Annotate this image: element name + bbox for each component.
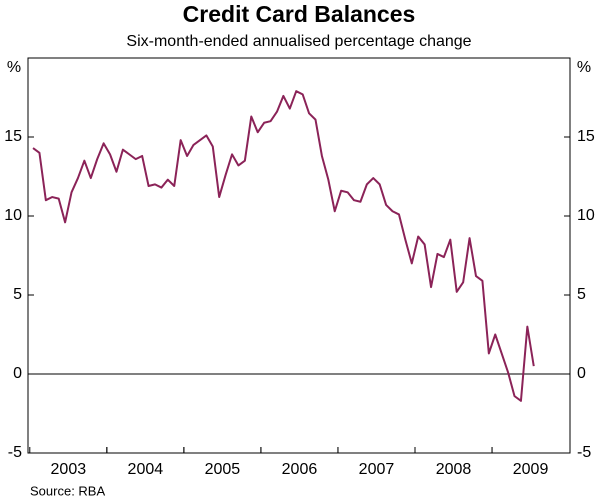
- source: Source: RBA: [30, 483, 105, 498]
- y2-tick-label: -5: [577, 444, 591, 461]
- x-tick-label: 2003: [51, 461, 87, 478]
- y-axis-label: %: [7, 59, 21, 76]
- chart-title: Credit Card Balances: [183, 1, 416, 27]
- y2-axis-label: %: [577, 59, 591, 76]
- y-tick-label: 10: [4, 207, 22, 224]
- y2-tick-label: 5: [577, 286, 586, 303]
- x-tick-label: 2009: [513, 461, 549, 478]
- x-tick-label: 2004: [128, 461, 164, 478]
- y-tick-label: 5: [13, 286, 22, 303]
- chart-subtitle: Six-month-ended annualised percentage ch…: [126, 33, 471, 50]
- y-tick-label: -5: [8, 444, 22, 461]
- plot-frame: [27, 57, 571, 454]
- x-tick-label: 2005: [205, 461, 241, 478]
- y2-tick-label: 0: [577, 365, 586, 382]
- x-tick-label: 2008: [436, 461, 472, 478]
- y-tick-label: 0: [13, 365, 22, 382]
- x-tick-label: 2007: [359, 461, 395, 478]
- y2-tick-label: 10: [577, 207, 595, 224]
- y2-tick-label: 15: [577, 128, 595, 145]
- x-tick-label: 2006: [282, 461, 318, 478]
- series-line: [32, 90, 535, 402]
- y-tick-label: 15: [4, 128, 22, 145]
